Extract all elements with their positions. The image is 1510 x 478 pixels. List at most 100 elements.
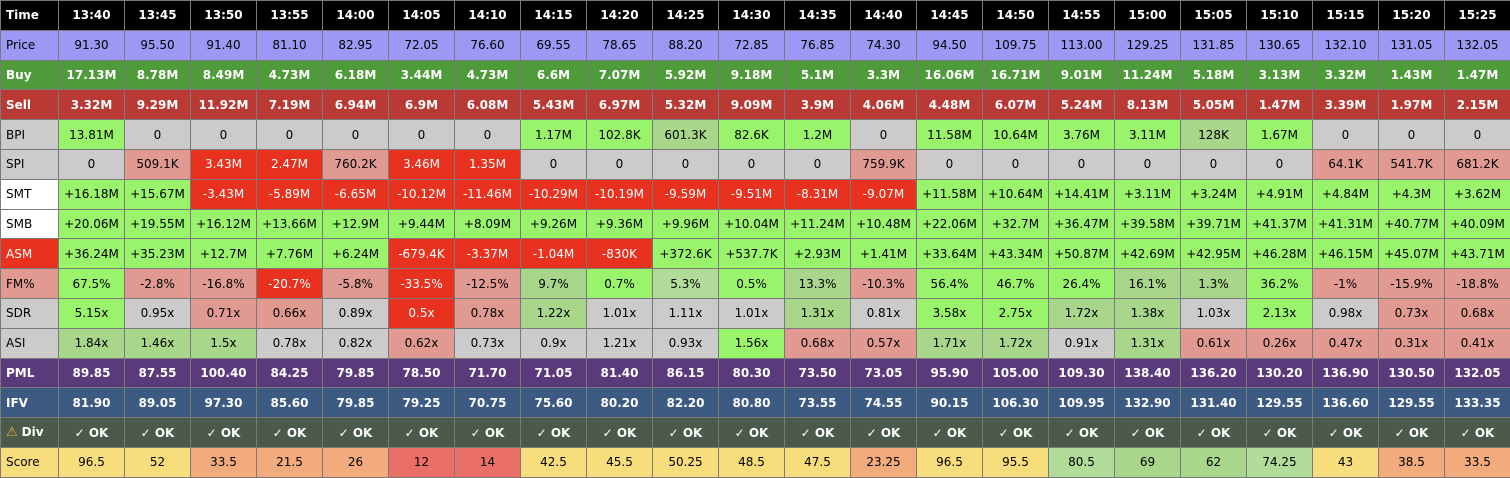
cell-div-14:50: ✓ OK (983, 418, 1049, 448)
cell-sell-14:45: 4.48M (917, 90, 983, 120)
cell-smb-14:35: +11.24M (785, 209, 851, 239)
cell-bpi-15:15: 0 (1313, 120, 1379, 150)
cell-sell-13:45: 9.29M (125, 90, 191, 120)
cell-smt-14:35: -8.31M (785, 179, 851, 209)
cell-fm-14:45: 56.4% (917, 269, 983, 299)
cell-asm-13:40: +36.24M (59, 239, 125, 269)
cell-sdr-14:25: 1.11x (653, 298, 719, 328)
row-smt: SMT+16.18M+15.67M-3.43M-5.89M-6.65M-10.1… (1, 179, 1510, 209)
cell-fm-13:55: -20.7% (257, 269, 323, 299)
cell-pml-14:55: 109.30 (1049, 358, 1115, 388)
cell-asm-14:55: +50.87M (1049, 239, 1115, 269)
cell-smb-13:40: +20.06M (59, 209, 125, 239)
cell-fm-14:30: 0.5% (719, 269, 785, 299)
cell-asi-15:05: 0.61x (1181, 328, 1247, 358)
cell-smt-15:25: +3.62M (1445, 179, 1510, 209)
cell-fm-14:50: 46.7% (983, 269, 1049, 299)
cell-sdr-15:20: 0.73x (1379, 298, 1445, 328)
cell-price-15:05: 131.85 (1181, 30, 1247, 60)
cell-bpi-15:20: 0 (1379, 120, 1445, 150)
cell-sell-13:40: 3.32M (59, 90, 125, 120)
cell-ifv-13:45: 89.05 (125, 388, 191, 418)
cell-spi-15:05: 0 (1181, 149, 1247, 179)
cell-smb-15:00: +39.58M (1115, 209, 1181, 239)
cell-buy-13:55: 4.73M (257, 60, 323, 90)
cell-asm-13:45: +35.23M (125, 239, 191, 269)
cell-sdr-15:05: 1.03x (1181, 298, 1247, 328)
cell-smb-14:15: +9.26M (521, 209, 587, 239)
cell-bpi-14:35: 1.2M (785, 120, 851, 150)
cell-price-14:50: 109.75 (983, 30, 1049, 60)
row-label-text: ASM (6, 247, 32, 261)
cell-ifv-14:50: 106.30 (983, 388, 1049, 418)
cell-asm-14:20: -830K (587, 239, 653, 269)
row-label-spi: SPI (1, 149, 59, 179)
row-label-smb: SMB (1, 209, 59, 239)
cell-spi-13:50: 3.43M (191, 149, 257, 179)
cell-smb-14:55: +36.47M (1049, 209, 1115, 239)
cell-pml-15:10: 130.20 (1247, 358, 1313, 388)
cell-sdr-15:00: 1.38x (1115, 298, 1181, 328)
cell-sell-15:15: 3.39M (1313, 90, 1379, 120)
cell-smt-14:00: -6.65M (323, 179, 389, 209)
cell-div-14:10: ✓ OK (455, 418, 521, 448)
cell-div-15:10: ✓ OK (1247, 418, 1313, 448)
cell-smb-14:40: +10.48M (851, 209, 917, 239)
cell-buy-14:50: 16.71M (983, 60, 1049, 90)
cell-div-14:55: ✓ OK (1049, 418, 1115, 448)
cell-bpi-14:10: 0 (455, 120, 521, 150)
cell-bpi-14:55: 3.76M (1049, 120, 1115, 150)
cell-score-14:25: 50.25 (653, 447, 719, 477)
cell-fm-14:15: 9.7% (521, 269, 587, 299)
cell-ifv-15:05: 131.40 (1181, 388, 1247, 418)
cell-bpi-14:45: 11.58M (917, 120, 983, 150)
cell-bpi-13:55: 0 (257, 120, 323, 150)
cell-sell-14:40: 4.06M (851, 90, 917, 120)
cell-bpi-13:40: 13.81M (59, 120, 125, 150)
cell-ifv-15:15: 136.60 (1313, 388, 1379, 418)
cell-time-13:45: 13:45 (125, 1, 191, 31)
cell-time-14:25: 14:25 (653, 1, 719, 31)
cell-spi-14:10: 1.35M (455, 149, 521, 179)
cell-score-14:45: 96.5 (917, 447, 983, 477)
cell-price-13:50: 91.40 (191, 30, 257, 60)
cell-bpi-15:10: 1.67M (1247, 120, 1313, 150)
cell-time-14:00: 14:00 (323, 1, 389, 31)
row-label-asi: ASI (1, 328, 59, 358)
cell-spi-13:55: 2.47M (257, 149, 323, 179)
row-div: ⚠Div✓ OK✓ OK✓ OK✓ OK✓ OK✓ OK✓ OK✓ OK✓ OK… (1, 418, 1510, 448)
cell-time-15:20: 15:20 (1379, 1, 1445, 31)
cell-ifv-14:05: 79.25 (389, 388, 455, 418)
cell-div-14:00: ✓ OK (323, 418, 389, 448)
cell-asm-14:00: +6.24M (323, 239, 389, 269)
cell-sdr-15:25: 0.68x (1445, 298, 1510, 328)
cell-sdr-14:30: 1.01x (719, 298, 785, 328)
cell-div-13:40: ✓ OK (59, 418, 125, 448)
cell-asm-14:10: -3.37M (455, 239, 521, 269)
cell-buy-15:20: 1.43M (1379, 60, 1445, 90)
warning-icon: ⚠ (6, 425, 18, 440)
cell-sell-13:55: 7.19M (257, 90, 323, 120)
cell-sell-14:25: 5.32M (653, 90, 719, 120)
cell-smt-15:15: +4.84M (1313, 179, 1379, 209)
cell-price-14:20: 78.65 (587, 30, 653, 60)
cell-buy-14:05: 3.44M (389, 60, 455, 90)
cell-div-13:45: ✓ OK (125, 418, 191, 448)
cell-asi-14:50: 1.72x (983, 328, 1049, 358)
cell-pml-14:45: 95.90 (917, 358, 983, 388)
cell-asi-15:25: 0.41x (1445, 328, 1510, 358)
cell-buy-14:45: 16.06M (917, 60, 983, 90)
cell-score-13:40: 96.5 (59, 447, 125, 477)
cell-asi-14:05: 0.62x (389, 328, 455, 358)
cell-pml-15:00: 138.40 (1115, 358, 1181, 388)
cell-score-15:05: 62 (1181, 447, 1247, 477)
cell-asi-14:55: 0.91x (1049, 328, 1115, 358)
cell-time-14:40: 14:40 (851, 1, 917, 31)
cell-bpi-14:30: 82.6K (719, 120, 785, 150)
cell-pml-14:10: 71.70 (455, 358, 521, 388)
cell-div-15:15: ✓ OK (1313, 418, 1379, 448)
cell-buy-13:50: 8.49M (191, 60, 257, 90)
cell-sdr-14:50: 2.75x (983, 298, 1049, 328)
